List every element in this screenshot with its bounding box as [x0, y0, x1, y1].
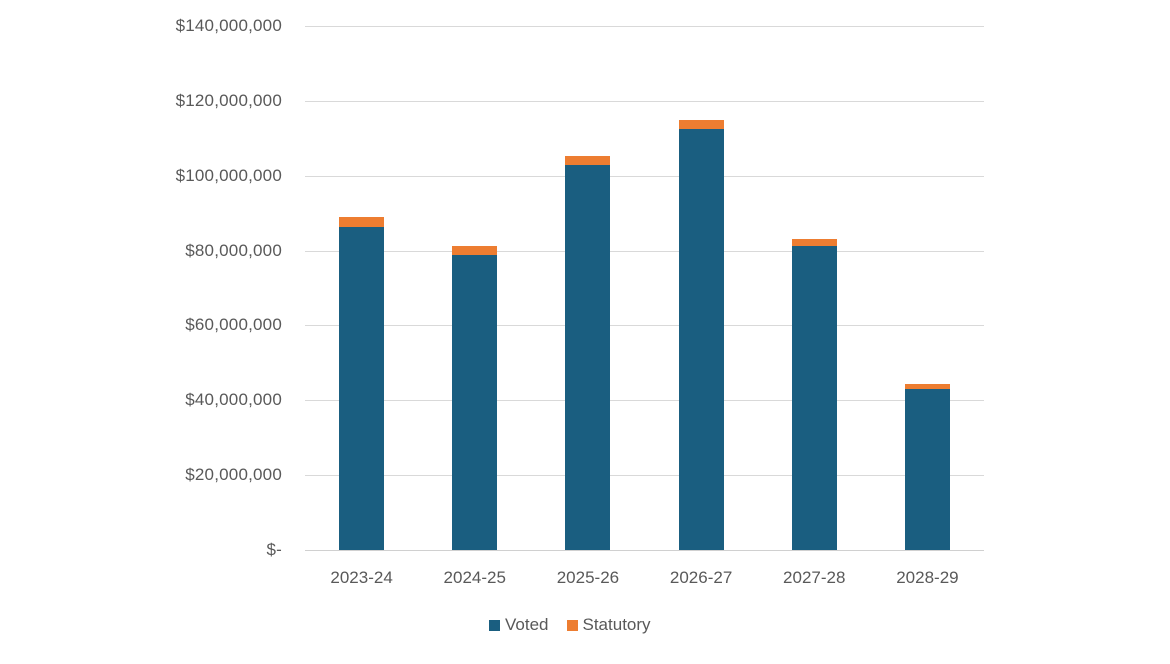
gridline — [305, 175, 984, 177]
gridline — [305, 100, 984, 102]
bar-segment-voted[interactable] — [678, 128, 724, 550]
legend-item-statutory[interactable]: Statutory — [566, 615, 651, 635]
bar-2028-29[interactable] — [904, 0, 950, 550]
y-tick-label: $- — [266, 540, 282, 559]
statutory-swatch-icon — [566, 619, 578, 631]
y-tick-label: $40,000,000 — [185, 390, 282, 410]
bar-2025-26[interactable] — [565, 0, 611, 550]
bar-segment-statutory[interactable] — [678, 120, 724, 129]
x-tick-label: 2027-28 — [783, 568, 846, 587]
gridline — [305, 400, 984, 402]
voted-swatch-icon — [489, 619, 500, 631]
bar-segment-statutory[interactable] — [565, 156, 611, 165]
bar-segment-statutory[interactable] — [904, 383, 950, 390]
y-tick-label: $60,000,000 — [185, 315, 282, 335]
y-tick-label: $80,000,000 — [185, 240, 282, 260]
y-tick-label: $120,000,000 — [175, 90, 282, 110]
bar-segment-voted[interactable] — [339, 226, 385, 550]
bar-2023-24[interactable] — [339, 0, 385, 550]
x-tick-label: 2026-27 — [669, 568, 733, 587]
bar-segment-statutory[interactable] — [791, 238, 837, 247]
x-tick-label: 2028-29 — [896, 568, 959, 587]
bar-segment-statutory[interactable] — [452, 245, 498, 255]
y-tick-label: $100,000,000 — [175, 165, 282, 185]
gridline — [305, 325, 984, 327]
bar-segment-voted[interactable] — [565, 164, 611, 550]
bar-2026-27[interactable] — [678, 0, 724, 550]
bar-segment-voted[interactable] — [452, 254, 498, 550]
bar-segment-voted[interactable] — [904, 389, 950, 550]
gridline — [305, 26, 984, 27]
x-tick-label: 2023-24 — [330, 568, 393, 587]
y-tick-label: $140,000,000 — [175, 16, 282, 35]
y-tick-label: $20,000,000 — [185, 465, 282, 485]
x-tick-label: 2024-25 — [443, 568, 506, 587]
gridline — [305, 475, 984, 477]
legend-item-voted[interactable]: Voted — [489, 615, 549, 635]
gridline — [305, 250, 984, 252]
legend-label-voted: Voted — [505, 615, 549, 634]
legend: Voted Statutory — [489, 615, 669, 635]
bar-2024-25[interactable] — [452, 0, 498, 550]
legend-label-statutory: Statutory — [582, 615, 651, 634]
bar-segment-voted[interactable] — [791, 246, 837, 550]
x-axis-line — [305, 550, 984, 551]
x-tick-label: 2025-26 — [556, 568, 620, 587]
bar-2027-28[interactable] — [791, 0, 837, 550]
bar-segment-statutory[interactable] — [339, 217, 385, 227]
